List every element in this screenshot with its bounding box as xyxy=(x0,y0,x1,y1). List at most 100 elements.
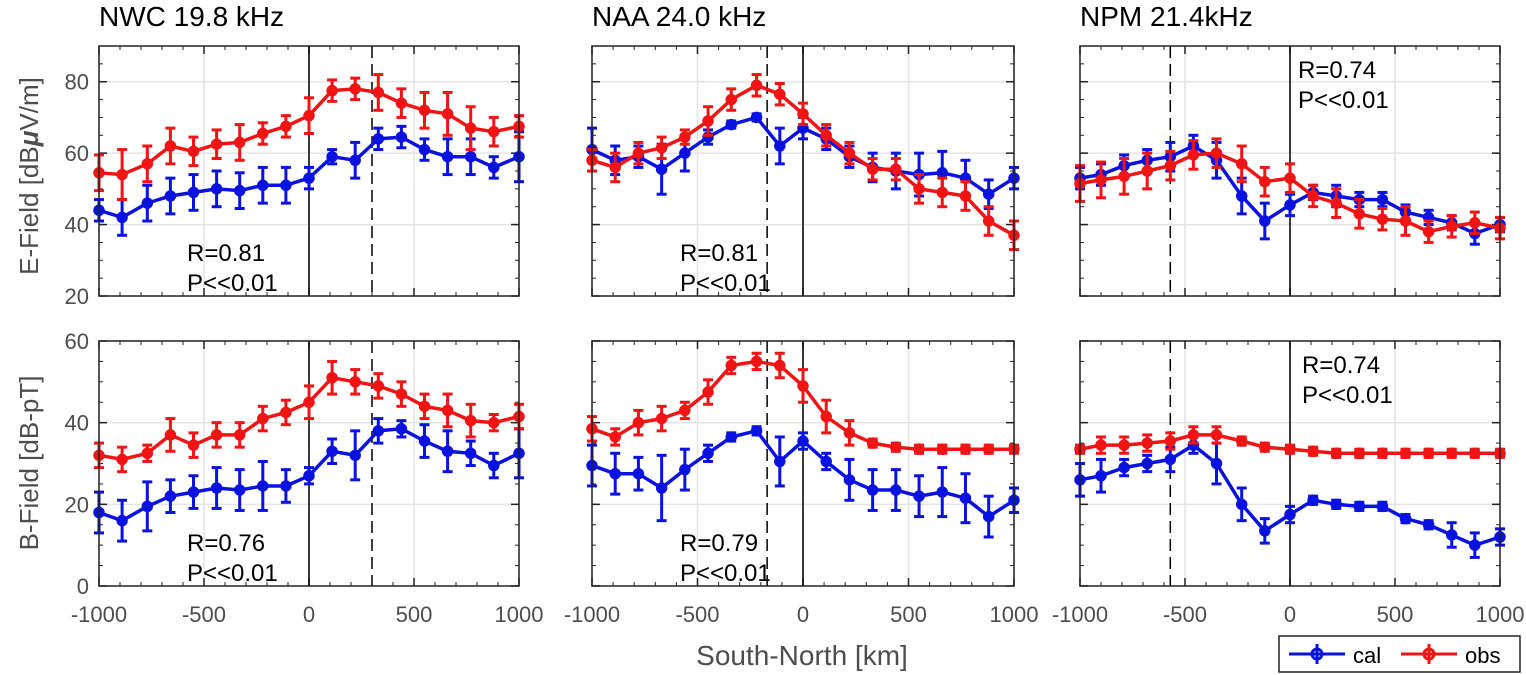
panel-1-e-point-cal xyxy=(418,143,431,156)
panel-2-e-point-obs xyxy=(843,147,856,159)
panel-3-b-point-cal xyxy=(1259,525,1271,537)
panel-2-b-xtick-label: -1000 xyxy=(564,602,620,627)
panel-3-b-point-cal xyxy=(1095,470,1107,482)
y-axis-label-e-field: E-Field [dBμV/m] xyxy=(14,77,44,275)
panel-1-b-point-cal xyxy=(116,514,128,527)
panel-3-b-point-obs xyxy=(1235,435,1248,447)
panel-1-e-point-cal xyxy=(280,179,292,192)
panel-2-b-point-cal xyxy=(797,435,809,447)
panel-1-b-point-obs xyxy=(372,380,385,392)
panel-2-e-point-obs xyxy=(609,161,621,174)
panel-2-b: -1000 -500 0 500 1000 R=0.79 P<<0.01 xyxy=(564,340,1038,627)
panel-3-e-point-cal xyxy=(1376,193,1389,206)
panel-3-e-point-obs xyxy=(1210,147,1223,159)
panel-1-b-xtick-label: 1000 xyxy=(495,602,544,627)
panel-1-b-point-obs xyxy=(187,439,200,451)
panel-2-b-point-obs xyxy=(797,380,809,392)
panel-3-b-point-cal xyxy=(1353,500,1366,513)
panel-2-e-point-obs xyxy=(702,115,714,127)
panel-1-b-point-obs xyxy=(441,404,454,417)
panel-3-b-xtick-label: 500 xyxy=(1377,602,1414,627)
panel-1-e-point-obs xyxy=(141,158,154,170)
panel-1-e-point-cal xyxy=(303,172,315,184)
panel-3-b-point-cal xyxy=(1284,508,1296,521)
panel-2-b-point-obs xyxy=(702,386,714,398)
panel-3-b-point-cal xyxy=(1445,529,1458,541)
panel-1-e-point-cal xyxy=(464,150,477,163)
panel-1-b: 0 20 40 60 -1000 -500 0 500 1000 R=0.76 P<<0.01 xyxy=(65,329,544,627)
y-axis-label-e-field-prefix: E-Field [dB xyxy=(14,146,44,275)
panel-1-b-point-cal xyxy=(141,500,154,513)
panel-1-b-point-obs xyxy=(418,400,431,413)
panel-3-e-point-obs xyxy=(1422,225,1435,238)
panel-2-e-point-cal xyxy=(655,163,668,175)
panel-1-e-point-obs xyxy=(395,97,408,109)
panel-2-e-point-obs xyxy=(866,163,879,175)
panel-1-b-ytick-label: 40 xyxy=(65,411,89,436)
panel-1-e-ytick-label: 60 xyxy=(65,141,89,166)
panel-1-b-point-cal xyxy=(187,486,200,498)
panel-2-b-point-obs xyxy=(679,404,691,417)
panel-1-e-ytick-label: 20 xyxy=(65,284,89,309)
panel-3-e-point-obs xyxy=(1141,165,1153,177)
panel-3-b-point-cal xyxy=(1422,519,1435,531)
x-axis-label: South-North [km] xyxy=(696,640,908,671)
panel-2-e-point-obs xyxy=(679,131,691,143)
panel-3-b-point-obs xyxy=(1284,443,1296,455)
panel-3-e-annotation-p: P<<0.01 xyxy=(1298,87,1389,114)
panel-1-e-point-obs xyxy=(257,127,269,140)
panel-3-b-point-cal xyxy=(1469,539,1481,551)
panel-2-e-frame xyxy=(591,45,1015,297)
panel-2-b-xtick-label: 0 xyxy=(797,602,809,627)
legend-item-obs: obs xyxy=(1401,643,1500,668)
panel-1-b-point-obs xyxy=(326,372,338,384)
legend-marker-obs xyxy=(1422,647,1436,661)
panel-3-b-point-cal xyxy=(1210,457,1223,470)
panel-3-b-point-cal xyxy=(1141,457,1153,470)
panel-1-e-point-obs xyxy=(187,145,200,158)
panel-2-b-point-cal xyxy=(913,490,925,502)
panel-2-e-point-obs xyxy=(655,142,668,154)
panel-1-b-ytick-label: 20 xyxy=(65,492,89,517)
panel-1-b-point-obs xyxy=(257,412,269,425)
panel-3-b-point-obs xyxy=(1469,447,1481,460)
panel-2-e-point-obs xyxy=(774,88,786,100)
panel-1-b-point-cal xyxy=(372,425,385,437)
panel-1-b-point-cal xyxy=(488,459,500,472)
panel-3-b-point-obs xyxy=(1399,447,1412,460)
panel-2-b-point-cal xyxy=(725,431,738,443)
panel-1-b-annotation-p: P<<0.01 xyxy=(187,560,278,587)
panel-3-b-point-obs xyxy=(1118,439,1130,451)
panel-1-b-point-cal xyxy=(257,480,269,492)
panel-1-e-point-obs xyxy=(488,125,500,138)
panel-1-e-point-cal xyxy=(233,184,246,197)
panel-2-b-point-cal xyxy=(679,463,691,476)
panel-3-e-annotation-r: R=0.74 xyxy=(1298,57,1376,84)
panel-3-b-point-obs xyxy=(1330,447,1342,460)
panel-1-e-point-obs xyxy=(164,140,177,152)
panel-3-b-point-obs xyxy=(1187,429,1200,441)
panel-2-e-point-cal xyxy=(725,118,738,131)
panel-1-e-point-cal xyxy=(210,183,223,195)
panel-2-e-point-obs xyxy=(959,190,972,202)
panel-1-b-point-cal xyxy=(303,470,315,482)
panel-3-b-point-cal xyxy=(1307,494,1319,506)
panel-2-b-point-obs xyxy=(913,443,925,455)
panel-3-e-point-obs xyxy=(1187,149,1200,161)
panel-3-b-xtick-label: 1000 xyxy=(1476,602,1525,627)
panel-1-e-point-obs xyxy=(372,86,385,99)
panel-1-e-point-cal xyxy=(326,150,338,163)
panel-3-e-point-obs xyxy=(1469,217,1481,229)
panel-1-b-series-obs xyxy=(93,359,525,474)
panel-1-b-point-cal xyxy=(233,484,246,496)
panel-1-b-point-cal xyxy=(395,423,408,435)
panel-3-e-point-obs xyxy=(1353,208,1366,220)
panel-3-b-point-obs xyxy=(1307,445,1319,457)
panel-1-e-point-cal xyxy=(116,211,128,224)
panel-2-b-point-cal xyxy=(890,484,902,496)
mu-symbol: μ xyxy=(14,130,44,147)
panel-2-b-point-cal xyxy=(750,425,763,437)
panel-2-e-point-cal xyxy=(774,140,786,152)
panel-2-e-point-obs xyxy=(797,108,809,120)
panel-1-e-point-cal xyxy=(395,131,408,143)
